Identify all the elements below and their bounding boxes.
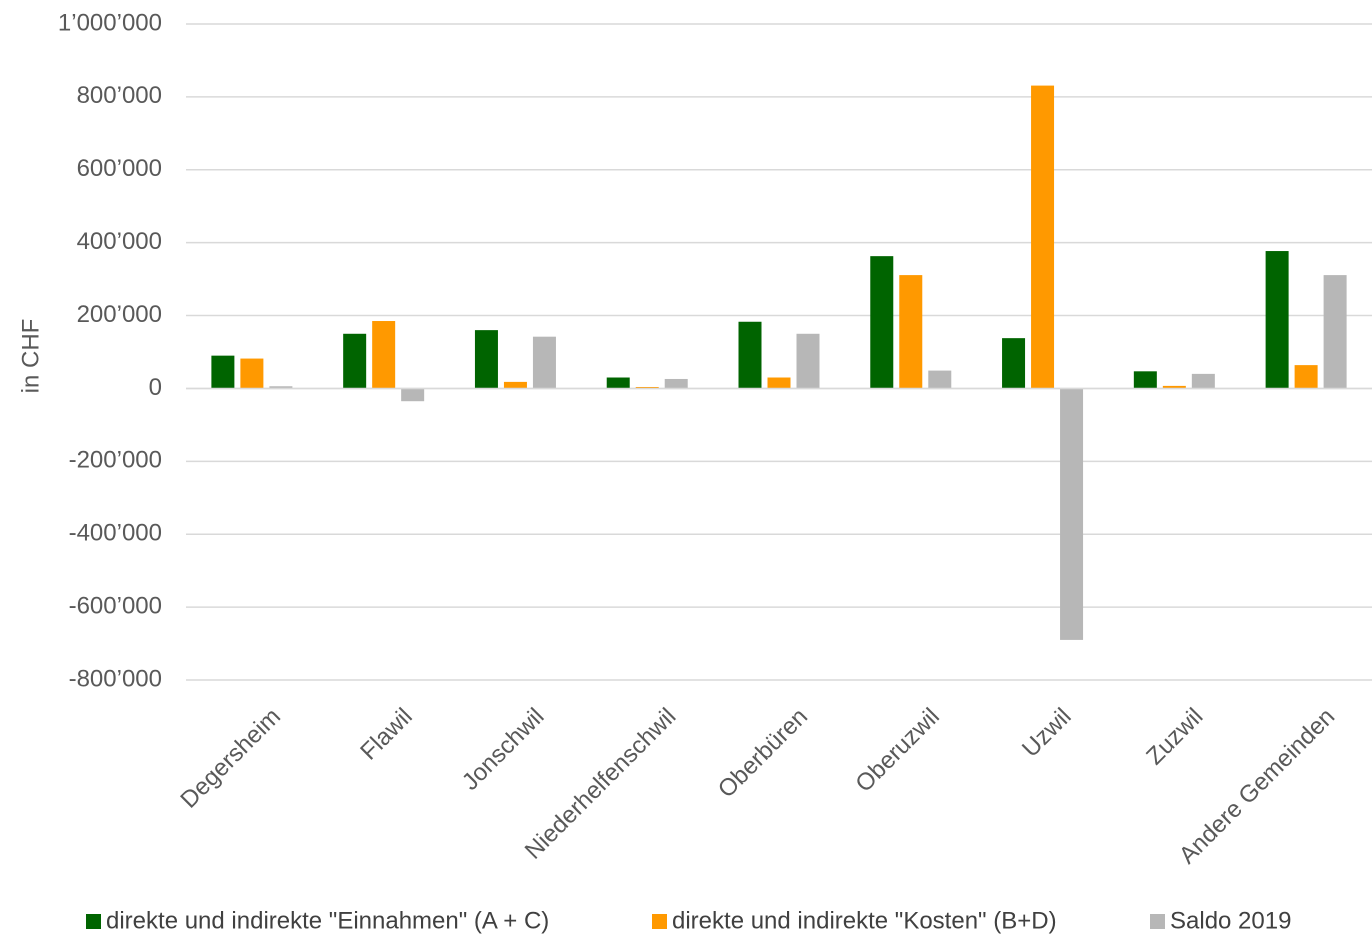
bar	[767, 377, 791, 389]
x-tick-label: Flawil	[355, 703, 417, 765]
x-tick-label: Oberbüren	[713, 703, 813, 803]
bar	[606, 377, 630, 389]
bar	[211, 355, 235, 389]
bar	[269, 386, 293, 389]
y-tick-label: 1’000’000	[58, 9, 162, 36]
y-tick-label: 400’000	[77, 228, 162, 255]
legend-label: Saldo 2019	[1170, 907, 1291, 934]
x-tick-label: Uzwil	[1017, 703, 1077, 763]
bar	[738, 321, 762, 389]
legend-swatch	[652, 914, 667, 929]
bar	[1191, 373, 1215, 389]
bar	[474, 330, 498, 389]
x-tick-label: Degersheim	[175, 703, 286, 814]
y-tick-label: 200’000	[77, 301, 162, 328]
y-tick-label: -400’000	[69, 520, 162, 547]
bar	[1162, 385, 1186, 389]
legend: direkte und indirekte "Einnahmen" (A + C…	[86, 907, 1291, 934]
bar	[1060, 388, 1084, 640]
bar	[1323, 275, 1347, 389]
y-tick-label: -800’000	[69, 665, 162, 692]
x-tick-label: Jonschwil	[457, 703, 550, 796]
bar	[928, 370, 952, 389]
bar	[343, 333, 367, 389]
bars	[211, 85, 1347, 640]
y-axis-title: in CHF	[17, 319, 44, 394]
x-axis-categories: Degersheim Flawil JonschwilNiederhelfensch…	[175, 703, 1340, 869]
legend-swatch	[86, 914, 101, 929]
y-tick-label: 0	[149, 374, 162, 401]
bar	[1294, 365, 1318, 389]
y-tick-label: 600’000	[77, 155, 162, 182]
x-tick-label: Oberuzwil	[850, 703, 945, 798]
bar	[532, 336, 556, 389]
x-tick-label: Zuzwil	[1141, 703, 1208, 770]
y-tick-label: -600’000	[69, 592, 162, 619]
bar	[899, 275, 923, 389]
y-axis-ticks: 1’000’000 800’000 600’000 400’000 200’000 0 -2…	[58, 9, 162, 692]
legend-swatch	[1150, 914, 1165, 929]
legend-label: direkte und indirekte "Kosten" (B+D)	[672, 907, 1057, 934]
bar	[401, 388, 425, 402]
bar	[796, 333, 820, 389]
y-tick-label: -200’000	[69, 447, 162, 474]
bar	[1133, 371, 1157, 389]
bar	[240, 358, 264, 389]
bar	[870, 256, 894, 389]
bar	[664, 378, 688, 389]
bar	[1031, 85, 1055, 389]
bar	[372, 321, 396, 389]
bar	[1265, 251, 1289, 389]
y-tick-label: 800’000	[77, 82, 162, 109]
legend-label: direkte und indirekte "Einnahmen" (A + C…	[106, 907, 549, 934]
bar	[1002, 338, 1026, 389]
bar	[503, 381, 527, 389]
